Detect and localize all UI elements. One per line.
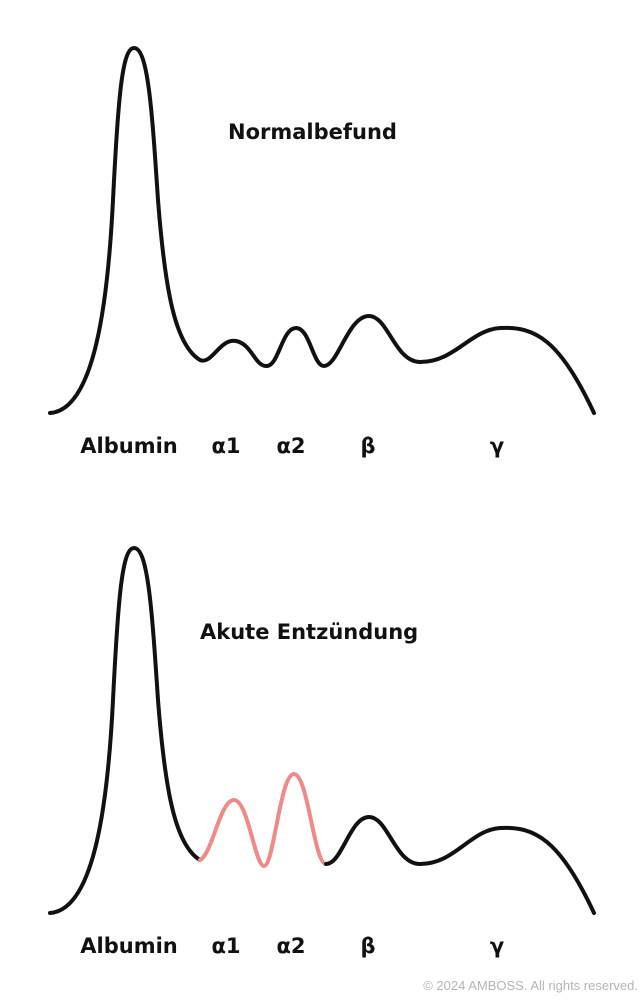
label-beta: β	[360, 434, 376, 458]
label-alpha2: α2	[276, 934, 306, 958]
label-alpha2: α2	[276, 434, 306, 458]
label-albumin: Albumin	[80, 434, 178, 458]
label-beta: β	[360, 934, 376, 958]
label-alpha1: α1	[211, 934, 241, 958]
electrophoresis-curve-normal	[48, 46, 596, 415]
copyright-notice: © 2024 AMBOSS. All rights reserved.	[423, 978, 638, 993]
panel-akute-entzuendung: Akute Entzündung Albumin α1 α2 β γ	[0, 500, 644, 1000]
electrophoresis-curve-acute	[48, 546, 596, 915]
label-gamma: γ	[489, 934, 505, 958]
panel-normalbefund: Normalbefund Albumin α1 α2 β γ	[48, 46, 596, 458]
curve-acute-beta-gamma	[324, 815, 596, 915]
curve-normal	[48, 46, 596, 415]
curve-acute-alpha-highlight	[198, 772, 328, 868]
panel-title: Normalbefund	[228, 120, 397, 144]
label-alpha1: α1	[211, 434, 241, 458]
curve-acute-albumin	[48, 546, 202, 915]
label-gamma: γ	[489, 434, 505, 458]
label-albumin: Albumin	[80, 934, 178, 958]
panel-title: Akute Entzündung	[200, 620, 419, 644]
